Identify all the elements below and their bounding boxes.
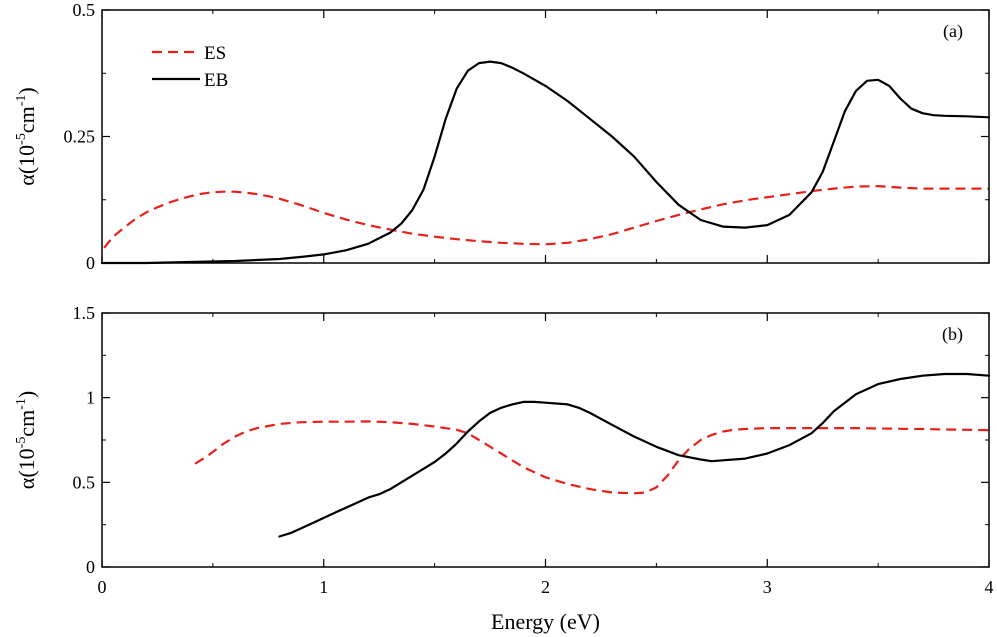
panel-a-ylabel: α(10-5cm-1) xyxy=(14,87,39,185)
x-tick-label: 2 xyxy=(541,577,550,597)
panel-a: 0 0.25 0.5 (a) ES EB α(10-5cm-1) xyxy=(14,0,991,273)
panel-b-label: (b) xyxy=(942,324,963,345)
legend: ES EB xyxy=(152,43,228,91)
y-tick-label: 0 xyxy=(86,557,95,577)
y-tick-label: 1 xyxy=(86,388,95,408)
series-eb-line xyxy=(278,372,991,538)
y-tick-label: 0 xyxy=(86,253,95,273)
legend-label-es: ES xyxy=(204,43,226,64)
panel-a-frame xyxy=(101,9,990,264)
panel-b-frame xyxy=(101,312,990,568)
y-tick-label: 0.5 xyxy=(73,472,96,492)
series-es-line xyxy=(103,185,989,249)
y-tick-label: 0.5 xyxy=(73,0,96,20)
panel-a-label: (a) xyxy=(943,21,963,42)
x-tick-label: 3 xyxy=(763,577,772,597)
series-es-line xyxy=(194,420,990,495)
x-tick-label: 4 xyxy=(985,577,994,597)
series-eb-line xyxy=(100,60,991,265)
panel-b: 0 1 2 3 4 0 0.5 1 1.5 (b) α(10-5cm-1) Energy (eV… xyxy=(14,303,994,634)
x-axis-title: Energy (eV) xyxy=(491,609,600,634)
y-tick-label: 0.25 xyxy=(64,127,96,147)
x-tick-label: 0 xyxy=(98,577,107,597)
legend-label-eb: EB xyxy=(204,70,228,91)
panel-b-ylabel: α(10-5cm-1) xyxy=(14,391,39,489)
y-tick-label: 1.5 xyxy=(73,303,96,323)
x-tick-label: 1 xyxy=(319,577,328,597)
